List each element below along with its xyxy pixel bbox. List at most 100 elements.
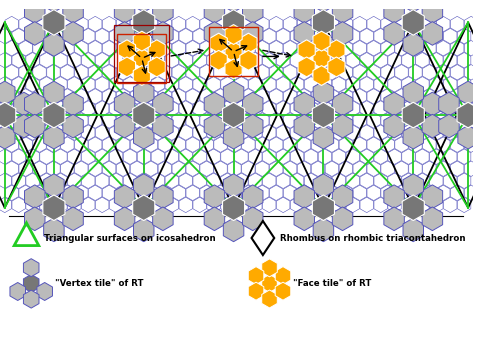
Polygon shape [134, 125, 154, 149]
Polygon shape [96, 76, 109, 92]
Polygon shape [63, 207, 84, 231]
Polygon shape [152, 185, 173, 209]
Polygon shape [132, 195, 155, 220]
Polygon shape [464, 40, 478, 56]
Polygon shape [228, 65, 241, 80]
Polygon shape [312, 113, 324, 128]
Polygon shape [284, 65, 297, 80]
Polygon shape [204, 22, 225, 45]
Polygon shape [298, 16, 310, 32]
Polygon shape [388, 173, 401, 188]
Polygon shape [82, 197, 95, 213]
Polygon shape [114, 114, 135, 138]
Polygon shape [207, 28, 220, 44]
Polygon shape [224, 125, 244, 149]
Polygon shape [403, 81, 423, 105]
Polygon shape [262, 76, 276, 92]
Polygon shape [193, 76, 206, 92]
Polygon shape [40, 53, 53, 68]
Polygon shape [152, 0, 173, 23]
Polygon shape [47, 113, 60, 128]
Polygon shape [367, 16, 380, 32]
Polygon shape [60, 16, 74, 32]
Polygon shape [24, 114, 45, 138]
Polygon shape [102, 89, 116, 104]
Polygon shape [63, 185, 84, 209]
Polygon shape [450, 40, 464, 56]
Polygon shape [124, 173, 136, 188]
Polygon shape [151, 125, 164, 140]
Polygon shape [134, 81, 154, 105]
Polygon shape [114, 22, 135, 45]
Polygon shape [312, 195, 334, 220]
Polygon shape [0, 101, 12, 116]
Polygon shape [172, 185, 186, 201]
Polygon shape [179, 149, 192, 164]
Polygon shape [114, 185, 135, 209]
Polygon shape [403, 0, 423, 12]
Polygon shape [430, 197, 443, 213]
Polygon shape [207, 173, 220, 188]
Polygon shape [47, 89, 60, 104]
Polygon shape [19, 161, 32, 177]
Polygon shape [19, 185, 32, 201]
Polygon shape [332, 114, 353, 138]
Polygon shape [96, 125, 109, 140]
Polygon shape [19, 65, 32, 80]
Polygon shape [242, 161, 255, 177]
Polygon shape [40, 28, 53, 44]
Polygon shape [40, 197, 53, 213]
Polygon shape [133, 66, 150, 86]
Polygon shape [248, 149, 262, 164]
Polygon shape [214, 161, 227, 177]
Polygon shape [248, 76, 262, 92]
Polygon shape [312, 65, 324, 80]
Polygon shape [464, 185, 478, 201]
Polygon shape [138, 125, 150, 140]
Polygon shape [402, 195, 424, 220]
Polygon shape [0, 197, 12, 213]
Polygon shape [88, 161, 102, 177]
Polygon shape [24, 259, 39, 277]
Polygon shape [242, 114, 263, 138]
Polygon shape [276, 125, 290, 140]
Polygon shape [0, 149, 12, 164]
Polygon shape [416, 197, 429, 213]
Polygon shape [450, 185, 464, 201]
Polygon shape [54, 53, 67, 68]
Polygon shape [44, 174, 64, 197]
Polygon shape [207, 101, 220, 116]
Polygon shape [33, 65, 46, 80]
Polygon shape [134, 33, 154, 56]
Polygon shape [242, 22, 263, 45]
Polygon shape [436, 65, 450, 80]
Polygon shape [409, 113, 422, 128]
Polygon shape [5, 16, 18, 32]
Polygon shape [294, 185, 314, 209]
Polygon shape [436, 40, 450, 56]
Polygon shape [332, 0, 353, 23]
Polygon shape [193, 197, 206, 213]
Polygon shape [290, 53, 304, 68]
Polygon shape [26, 28, 40, 44]
Polygon shape [54, 173, 67, 188]
Polygon shape [214, 16, 227, 32]
Polygon shape [82, 149, 95, 164]
Polygon shape [436, 113, 450, 128]
Polygon shape [186, 65, 200, 80]
Polygon shape [367, 113, 380, 128]
Polygon shape [318, 197, 332, 213]
Polygon shape [158, 113, 172, 128]
Polygon shape [402, 149, 415, 164]
Polygon shape [381, 185, 394, 201]
Polygon shape [313, 66, 330, 86]
Polygon shape [346, 28, 360, 44]
Polygon shape [304, 28, 318, 44]
Polygon shape [33, 137, 46, 152]
Polygon shape [339, 161, 352, 177]
Polygon shape [0, 125, 15, 149]
Polygon shape [144, 40, 158, 56]
Polygon shape [276, 28, 290, 44]
Polygon shape [367, 185, 380, 201]
Polygon shape [96, 28, 109, 44]
